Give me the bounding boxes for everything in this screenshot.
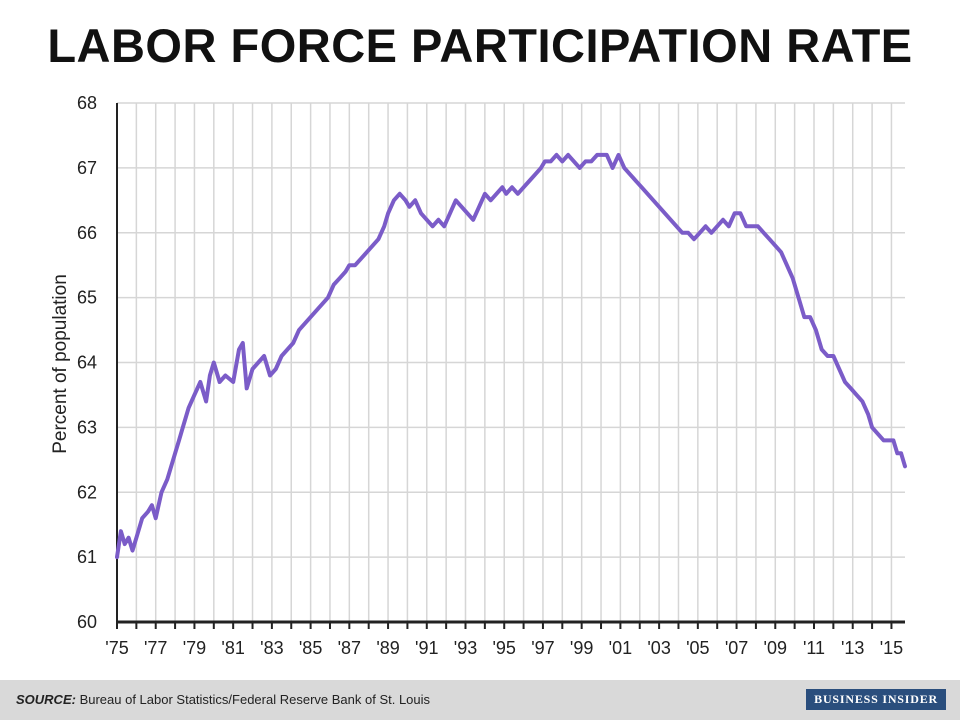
x-tick-label: '83 xyxy=(260,638,283,658)
source-note: SOURCE: Bureau of Labor Statistics/Feder… xyxy=(16,692,430,707)
x-tick-label: '77 xyxy=(144,638,167,658)
brand-logo: BUSINESS INSIDER xyxy=(806,689,946,710)
tick-labels: 60 61 62 63 64 65 66 67 68 '75 '77 '79 '81 '83 '85 '87 '… xyxy=(77,93,903,658)
y-tick-label: 61 xyxy=(77,547,97,567)
x-tick-label: '75 xyxy=(105,638,128,658)
x-tick-label: '85 xyxy=(299,638,322,658)
y-tick-label: 68 xyxy=(77,93,97,113)
x-tick-label: '07 xyxy=(725,638,748,658)
source-text: Bureau of Labor Statistics/Federal Reser… xyxy=(75,692,431,707)
x-tick-label: '79 xyxy=(183,638,206,658)
x-tick-label: '01 xyxy=(609,638,632,658)
y-tick-label: 67 xyxy=(77,158,97,178)
x-tick-label: '13 xyxy=(841,638,864,658)
x-tick-label: '95 xyxy=(492,638,515,658)
x-tick-label: '97 xyxy=(531,638,554,658)
x-tick-label: '99 xyxy=(570,638,593,658)
y-tick-label: 62 xyxy=(77,482,97,502)
x-tick-label: '05 xyxy=(686,638,709,658)
x-tick-label: '81 xyxy=(221,638,244,658)
x-tick-label: '89 xyxy=(376,638,399,658)
series-line xyxy=(115,152,907,560)
source-label: SOURCE: xyxy=(16,692,76,707)
line-chart: 60 61 62 63 64 65 66 67 68 '75 '77 '79 '81 '83 '85 '87 '… xyxy=(50,93,907,658)
y-tick-label: 65 xyxy=(77,288,97,308)
chart-title: LABOR FORCE PARTICIPATION RATE xyxy=(47,19,913,72)
axes xyxy=(116,103,905,629)
x-tick-label: '87 xyxy=(338,638,361,658)
y-tick-label: 60 xyxy=(77,612,97,632)
x-tick-label: '03 xyxy=(647,638,670,658)
x-tick-label: '11 xyxy=(803,638,825,658)
footer: SOURCE: Bureau of Labor Statistics/Feder… xyxy=(0,680,960,720)
y-axis-title: Percent of population xyxy=(50,274,71,454)
x-tick-label: '15 xyxy=(880,638,903,658)
y-tick-label: 63 xyxy=(77,417,97,437)
y-tick-label: 64 xyxy=(77,353,97,373)
y-tick-label: 66 xyxy=(77,223,97,243)
x-tick-label: '09 xyxy=(764,638,787,658)
x-tick-label: '93 xyxy=(454,638,477,658)
x-tick-label: '91 xyxy=(415,638,438,658)
grid-lines xyxy=(117,102,905,622)
